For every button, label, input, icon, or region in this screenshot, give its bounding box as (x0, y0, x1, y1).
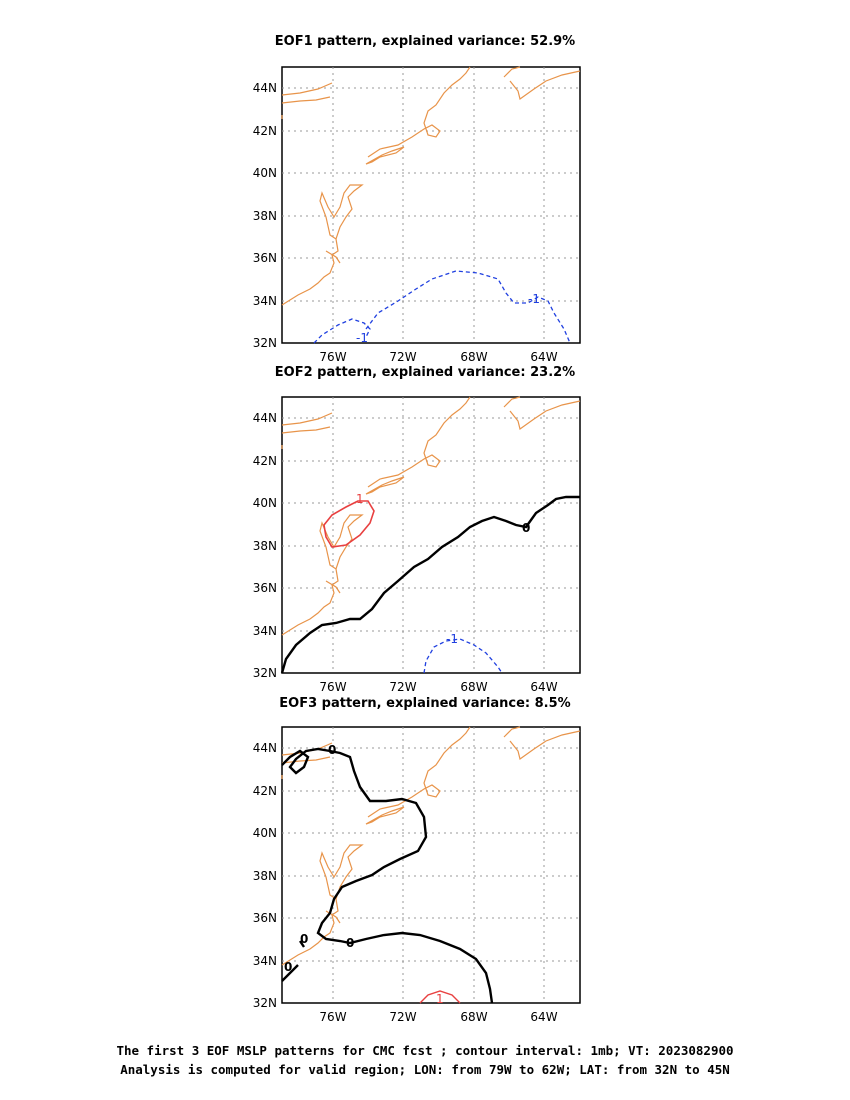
lat-tick: 42N (253, 454, 277, 468)
lat-tick: 32N (253, 666, 277, 680)
contour-zero (280, 495, 580, 674)
contour-label: 0 (522, 521, 530, 535)
map-frame (281, 66, 581, 344)
contour-label: 0 (300, 932, 308, 946)
coastline (281, 66, 581, 306)
lat-tick: 38N (253, 209, 277, 223)
lon-tick: 64W (530, 1010, 557, 1024)
contour-label: 0 (284, 960, 292, 974)
contour-label: 1 (356, 492, 364, 506)
contour-positive (323, 500, 375, 548)
lon-tick: 68W (460, 350, 487, 364)
caption-line-1: The first 3 EOF MSLP patterns for CMC fc… (116, 1043, 734, 1058)
lon-tick: 72W (389, 680, 416, 694)
lat-tick: 32N (253, 336, 277, 350)
caption-line-2: Analysis is computed for valid region; L… (120, 1062, 730, 1077)
coastline (281, 726, 581, 966)
lon-tick: 76W (319, 680, 346, 694)
lat-tick: 36N (253, 581, 277, 595)
contour-label: -1 (356, 331, 368, 345)
contour-label: 0 (328, 743, 336, 757)
coastline (281, 396, 581, 636)
lat-tick: 44N (253, 81, 277, 95)
lon-tick: 76W (319, 1010, 346, 1024)
contour-positive (419, 990, 461, 1004)
contour-label: 0 (346, 936, 354, 950)
lat-tick: 34N (253, 954, 277, 968)
contour-label: 1 (436, 992, 444, 1006)
panel-2-title: EOF2 pattern, explained variance: 23.2% (274, 365, 576, 380)
panel-1-title: EOF1 pattern, explained variance: 52.9% (274, 34, 576, 49)
lat-tick: 32N (253, 996, 277, 1010)
map-frame (281, 396, 581, 674)
lon-tick: 68W (460, 1010, 487, 1024)
panel-3-title: EOF3 pattern, explained variance: 8.5% (279, 696, 571, 711)
lat-tick: 34N (253, 294, 277, 308)
lon-tick: 64W (530, 680, 557, 694)
lat-tick: 40N (253, 166, 277, 180)
lat-tick: 34N (253, 624, 277, 638)
lon-tick: 64W (530, 350, 557, 364)
map-frame (281, 726, 581, 1004)
lat-tick: 36N (253, 251, 277, 265)
lon-tick: 72W (389, 350, 416, 364)
lat-tick: 38N (253, 869, 277, 883)
lat-tick: 40N (253, 496, 277, 510)
lat-tick: 42N (253, 124, 277, 138)
lon-tick: 76W (319, 350, 346, 364)
contour-label: -1 (446, 632, 458, 646)
contour-label: -1 (528, 292, 540, 306)
lat-tick: 44N (253, 411, 277, 425)
lon-tick: 68W (460, 680, 487, 694)
lat-tick: 38N (253, 539, 277, 553)
contour-negative (423, 638, 503, 674)
lat-tick: 42N (253, 784, 277, 798)
contour-zero (281, 747, 494, 1004)
lat-tick: 36N (253, 911, 277, 925)
contour-negative (313, 270, 571, 344)
lat-tick: 40N (253, 826, 277, 840)
lon-tick: 72W (389, 1010, 416, 1024)
lat-tick: 44N (253, 741, 277, 755)
